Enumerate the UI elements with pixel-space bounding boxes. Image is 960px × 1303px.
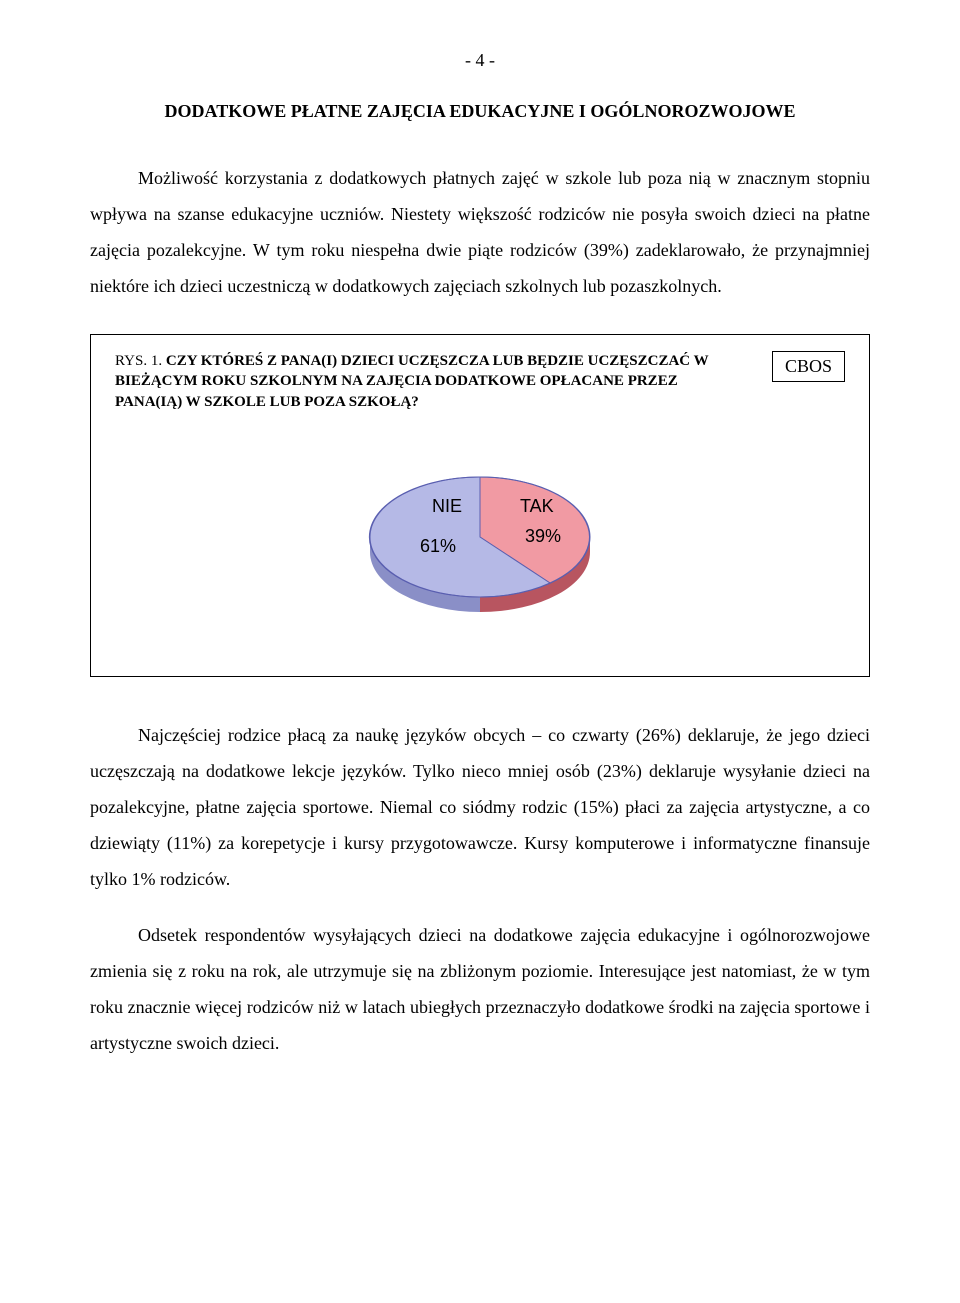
chart-rys-label: RYS. 1.	[115, 353, 162, 369]
page-number: - 4 -	[90, 50, 870, 71]
pie-label-tak: TAK	[520, 496, 554, 516]
cbos-badge: CBOS	[772, 351, 845, 382]
chart-header: RYS. 1. CZY KTÓREŚ Z PANA(I) DZIECI UCZĘ…	[115, 351, 845, 412]
paragraph-1: Możliwość korzystania z dodatkowych płat…	[90, 160, 870, 304]
pie-chart: NIE TAK 61% 39%	[320, 432, 640, 652]
chart-caption: RYS. 1. CZY KTÓREŚ Z PANA(I) DZIECI UCZĘ…	[115, 351, 735, 412]
pie-label-nie: NIE	[432, 496, 462, 516]
chart-question: CZY KTÓREŚ Z PANA(I) DZIECI UCZĘSZCZA LU…	[115, 353, 708, 410]
pie-pct-nie: 61%	[420, 536, 456, 556]
section-title: DODATKOWE PŁATNE ZAJĘCIA EDUKACYJNE I OG…	[90, 101, 870, 122]
paragraph-2: Najczęściej rodzice płacą za naukę język…	[90, 717, 870, 897]
document-page: - 4 - DODATKOWE PŁATNE ZAJĘCIA EDUKACYJN…	[0, 0, 960, 1131]
pie-pct-tak: 39%	[525, 526, 561, 546]
chart-container: RYS. 1. CZY KTÓREŚ Z PANA(I) DZIECI UCZĘ…	[90, 334, 870, 677]
paragraph-3: Odsetek respondentów wysyłających dzieci…	[90, 917, 870, 1061]
pie-chart-wrap: NIE TAK 61% 39%	[115, 432, 845, 652]
